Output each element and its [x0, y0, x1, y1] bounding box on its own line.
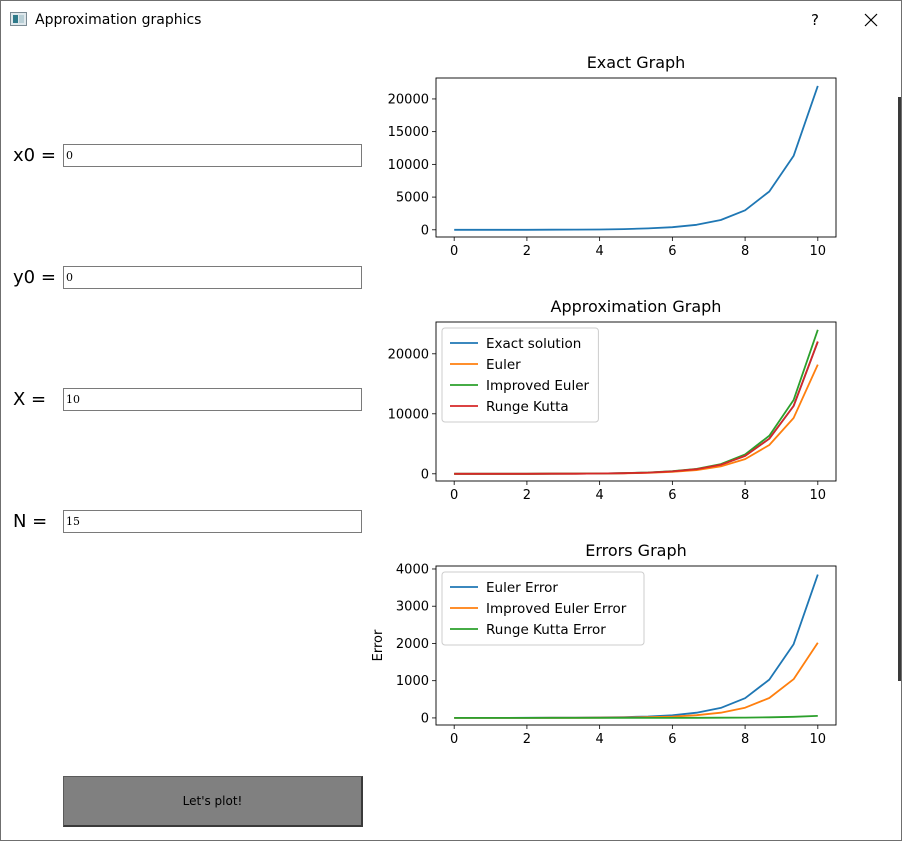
y0-input[interactable]	[63, 266, 362, 289]
y-tick-label: 20000	[388, 347, 429, 362]
y-tick-label: 20000	[388, 92, 429, 107]
y-tick-label: 15000	[388, 125, 429, 140]
y-tick-label: 4000	[396, 562, 429, 577]
series-line-improved-euler-error	[454, 642, 819, 719]
x0-label: x0 =	[13, 145, 56, 166]
x-tick-label: 4	[595, 732, 603, 747]
x-tick-label: 10	[810, 244, 827, 259]
y-tick-label: 2000	[396, 637, 429, 652]
legend-label: Runge Kutta	[486, 399, 569, 415]
legend-label: Improved Euler	[486, 378, 590, 394]
legend-label: Euler Error	[486, 580, 558, 596]
close-icon	[864, 13, 878, 27]
x-tick-label: 8	[741, 488, 749, 503]
x-tick-label: 6	[668, 488, 676, 503]
y-tick-label: 5000	[396, 191, 429, 206]
big-x-input[interactable]	[63, 388, 362, 411]
approximation-graph: Approximation Graph 0 2 4 6 8 10 0 10000 20000 Exa…	[366, 293, 846, 518]
x-tick-label: 0	[450, 244, 458, 259]
y-tick-label: 0	[421, 223, 429, 238]
legend-box	[441, 571, 645, 646]
x-tick-label: 0	[450, 732, 458, 747]
help-button[interactable]: ?	[811, 11, 819, 29]
exact-graph-title: Exact Graph	[587, 53, 686, 72]
approximation-graph-title: Approximation Graph	[551, 297, 722, 316]
title-bar: Approximation graphics ?	[1, 1, 901, 39]
y0-label: y0 =	[13, 267, 56, 288]
legend-label: Runge Kutta Error	[486, 622, 606, 638]
plot-frame	[435, 321, 837, 482]
legend-label: Exact solution	[486, 336, 581, 352]
y-tick-label: 1000	[396, 674, 429, 689]
plot-frame	[435, 565, 837, 726]
exact-graph-svg: Exact Graph 0 2 4 6 8 10 0 5000 10000 15000 20000	[388, 53, 837, 259]
x-tick-label: 8	[741, 244, 749, 259]
app-window-icon	[10, 12, 27, 26]
x0-input[interactable]	[63, 144, 362, 167]
y-tick-label: 0	[421, 467, 429, 482]
x-tick-label: 2	[523, 488, 531, 503]
errors-graph-ylabel: Error	[371, 629, 386, 661]
errors-graph-svg: Errors Graph 0 2 4 6 8 10 0 1000 2000 3000 4000 Erro…	[371, 541, 837, 747]
series-line-0	[454, 85, 819, 231]
x-tick-label: 0	[450, 488, 458, 503]
y-tick-label: 0	[421, 711, 429, 726]
legend-label: Improved Euler Error	[486, 601, 627, 617]
y-tick-label: 3000	[396, 600, 429, 615]
approximation-graph-svg: Approximation Graph 0 2 4 6 8 10 0 10000 20000 Exa…	[388, 297, 837, 503]
errors-graph-title: Errors Graph	[585, 541, 687, 560]
x-tick-label: 4	[595, 244, 603, 259]
window-title: Approximation graphics	[35, 12, 202, 28]
plot-frame	[435, 77, 837, 238]
n-input[interactable]	[63, 510, 362, 533]
y-tick-label: 10000	[388, 407, 429, 422]
errors-graph: Errors Graph 0 2 4 6 8 10 0 1000 2000 3000 4000 Erro…	[366, 537, 846, 762]
close-button[interactable]	[858, 7, 884, 33]
x-tick-label: 2	[523, 732, 531, 747]
legend-label: Euler	[486, 357, 521, 373]
big-x-label: X =	[13, 389, 47, 410]
plot-button[interactable]: Let's plot!	[63, 776, 363, 827]
x-tick-label: 2	[523, 244, 531, 259]
x-tick-label: 6	[668, 732, 676, 747]
legend-box	[441, 327, 599, 423]
series-line-runge-kutta	[454, 341, 819, 475]
x-tick-label: 8	[741, 732, 749, 747]
exact-graph: Exact Graph 0 2 4 6 8 10 0 5000 10000 15000 20000	[366, 49, 846, 274]
x-tick-label: 10	[810, 732, 827, 747]
x-tick-label: 4	[595, 488, 603, 503]
x-tick-label: 6	[668, 244, 676, 259]
x-tick-label: 10	[810, 488, 827, 503]
n-label: N =	[13, 511, 48, 532]
y-tick-label: 10000	[388, 158, 429, 173]
scrollbar-edge[interactable]	[898, 97, 901, 681]
series-line-runge-kutta-error	[454, 715, 818, 719]
